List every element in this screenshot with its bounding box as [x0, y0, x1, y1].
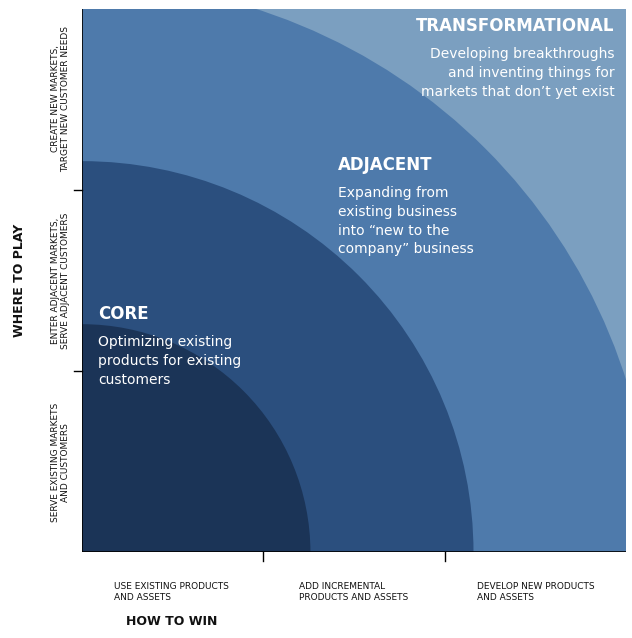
- Text: CREATE NEW MARKETS,
TARGET NEW CUSTOMER NEEDS: CREATE NEW MARKETS, TARGET NEW CUSTOMER …: [51, 26, 70, 172]
- Text: ADJACENT: ADJACENT: [337, 156, 432, 174]
- Text: CORE: CORE: [99, 305, 149, 323]
- Text: Developing breakthroughs
and inventing things for
markets that don’t yet exist: Developing breakthroughs and inventing t…: [421, 47, 615, 99]
- Text: DEVELOP NEW PRODUCTS
AND ASSETS: DEVELOP NEW PRODUCTS AND ASSETS: [477, 582, 595, 602]
- Circle shape: [0, 161, 473, 638]
- Text: Optimizing existing
products for existing
customers: Optimizing existing products for existin…: [99, 335, 241, 387]
- Text: Expanding from
existing business
into “new to the
company” business: Expanding from existing business into “n…: [337, 186, 473, 256]
- Text: ADD INCREMENTAL
PRODUCTS AND ASSETS: ADD INCREMENTAL PRODUCTS AND ASSETS: [300, 582, 408, 602]
- Text: TRANSFORMATIONAL: TRANSFORMATIONAL: [416, 17, 615, 35]
- Text: HOW TO WIN: HOW TO WIN: [126, 615, 217, 628]
- Text: WHERE TO PLAY: WHERE TO PLAY: [13, 224, 26, 338]
- Text: ENTER ADJACENT MARKETS,
SERVE ADJACENT CUSTOMERS: ENTER ADJACENT MARKETS, SERVE ADJACENT C…: [51, 212, 70, 349]
- Text: USE EXISTING PRODUCTS
AND ASSETS: USE EXISTING PRODUCTS AND ASSETS: [114, 582, 229, 602]
- Text: SERVE EXISTING MARKETS
AND CUSTOMERS: SERVE EXISTING MARKETS AND CUSTOMERS: [51, 403, 70, 523]
- Circle shape: [0, 324, 310, 638]
